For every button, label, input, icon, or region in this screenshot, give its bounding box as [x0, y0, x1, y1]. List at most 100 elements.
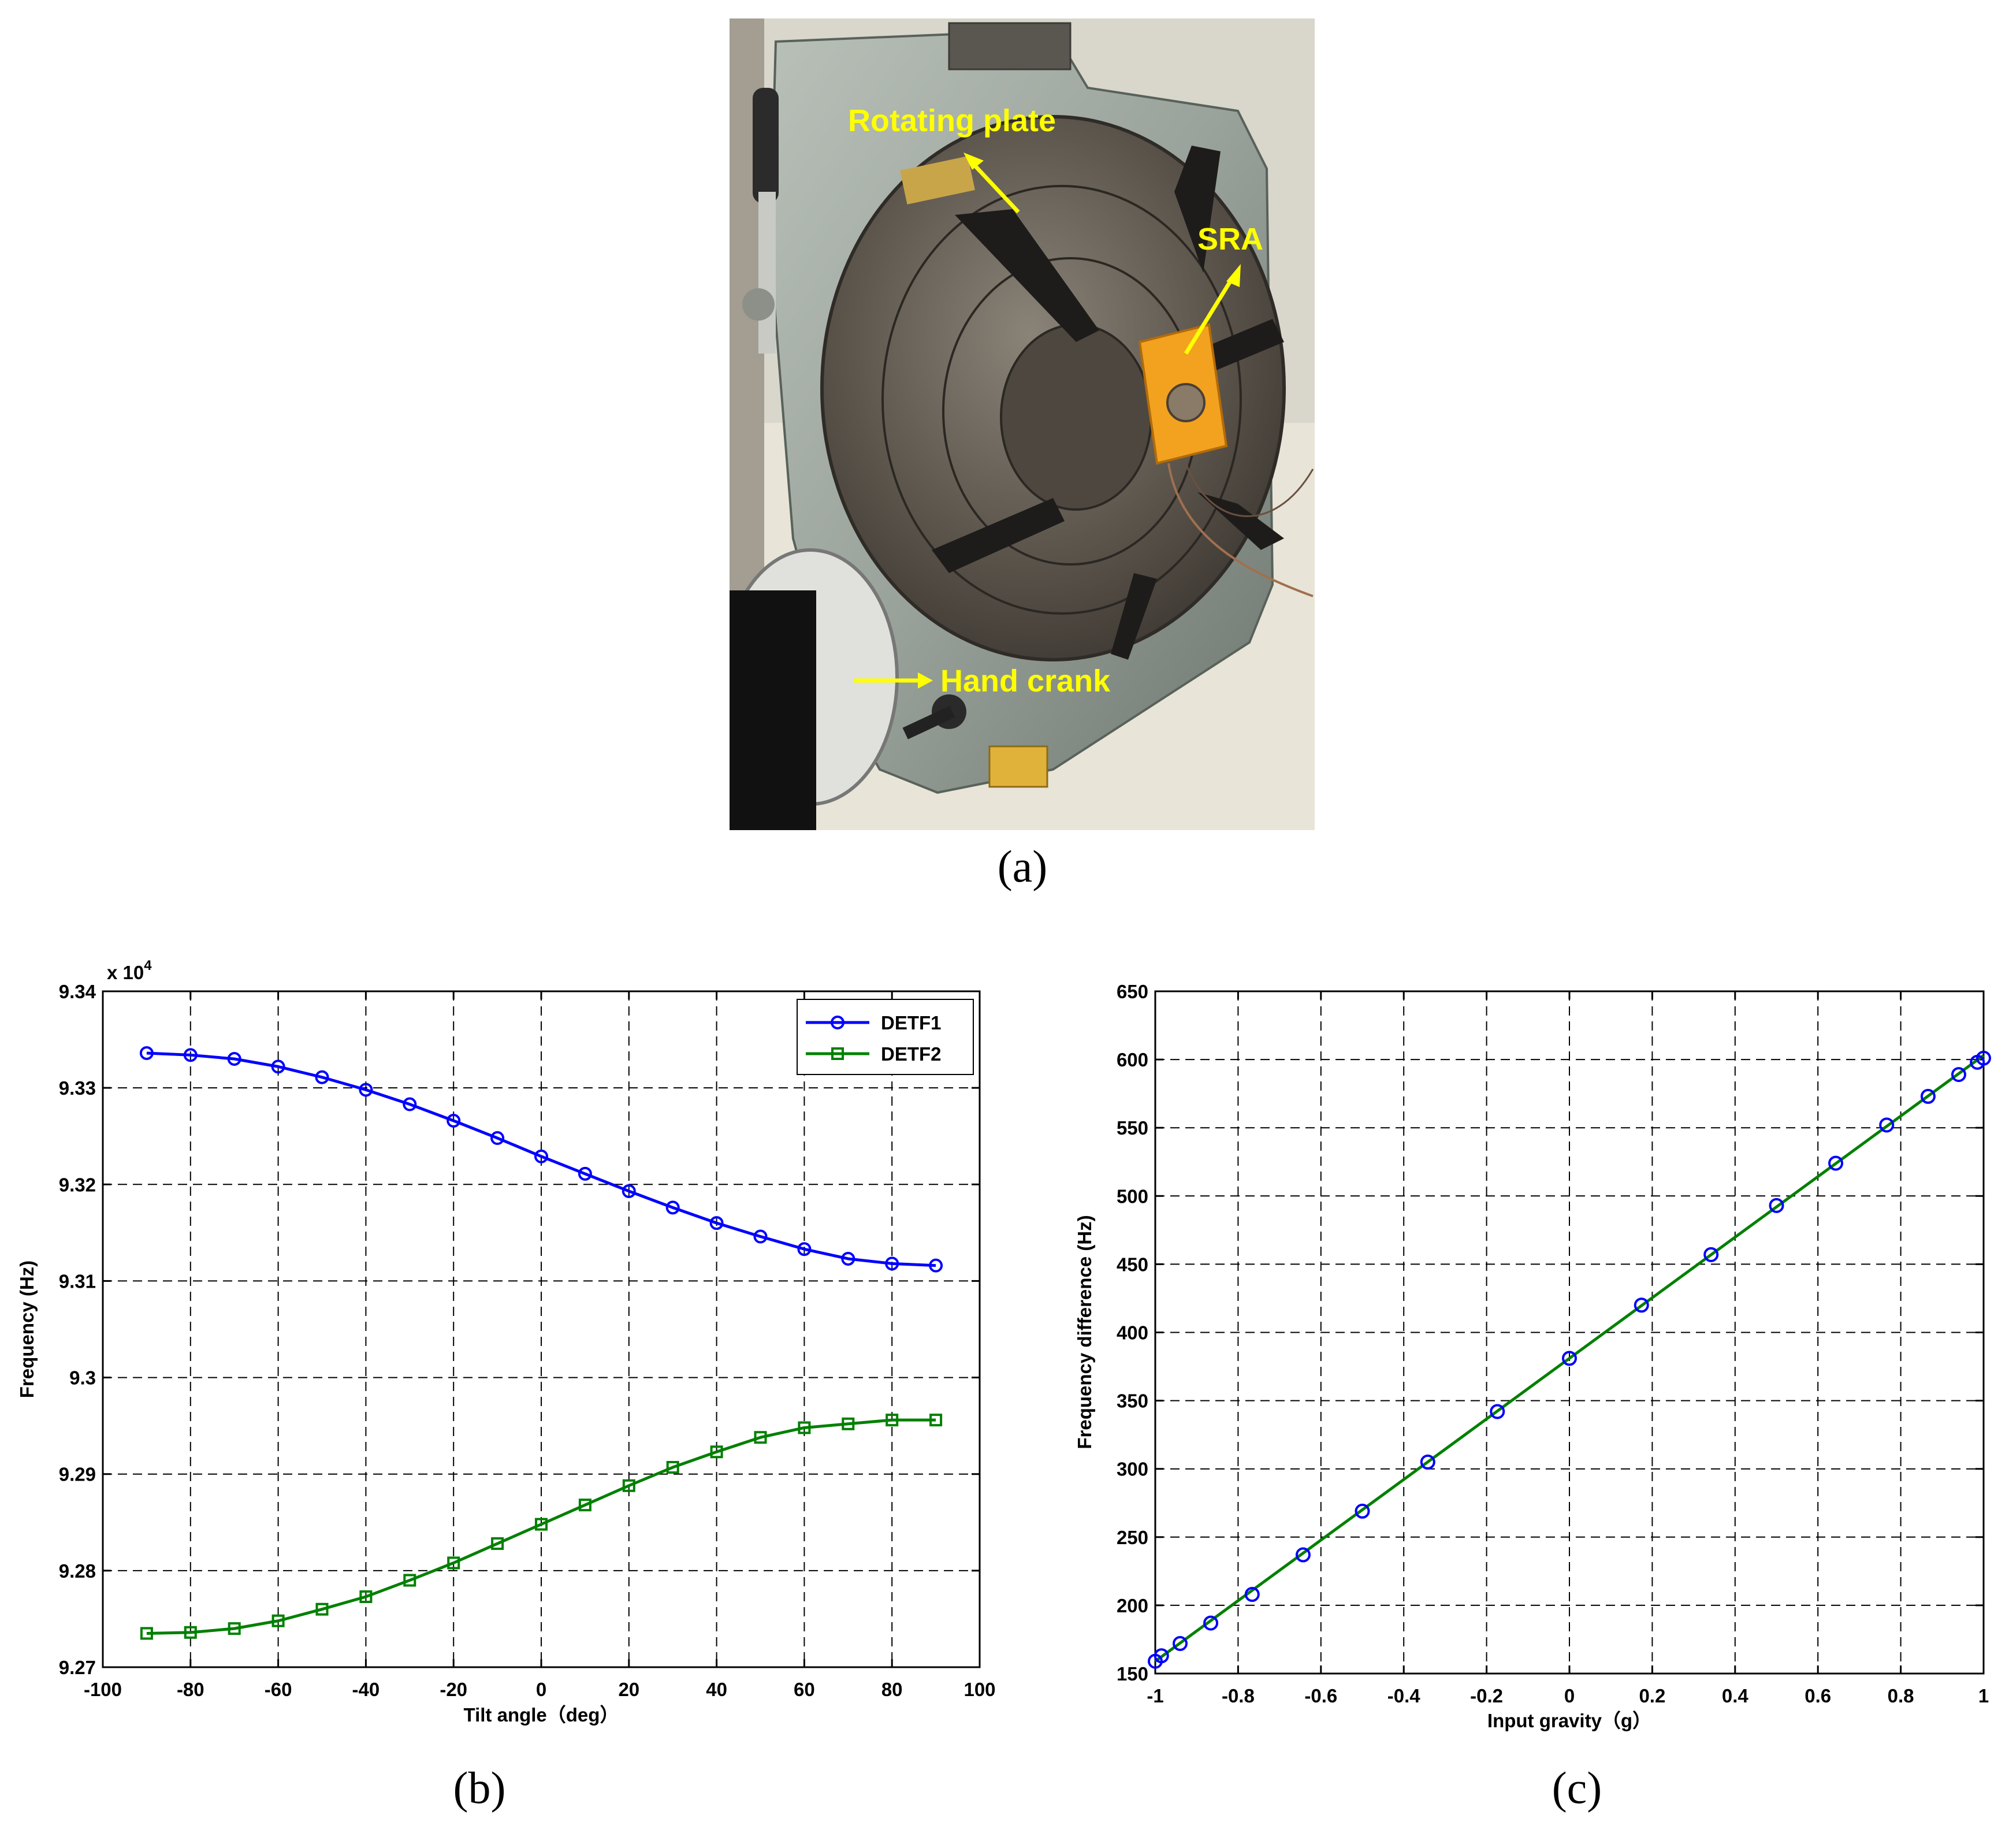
data-point-detf2: [886, 1414, 899, 1427]
plate-ring-3: [1000, 324, 1152, 511]
data-point-detf1: [139, 1046, 154, 1060]
x-tick-label: 20: [618, 1679, 639, 1700]
y-tick-label: 9.27: [59, 1657, 96, 1678]
y-tick-label: 450: [1117, 1254, 1148, 1275]
data-point-detf1: [447, 1113, 461, 1128]
data-point-detf2: [622, 1479, 635, 1492]
x-tick-label: 1: [1978, 1685, 1989, 1706]
data-point: [1420, 1454, 1435, 1470]
y-tick-label: 9.31: [59, 1270, 96, 1292]
data-point-detf1: [315, 1070, 329, 1084]
data-point-detf2: [798, 1421, 811, 1434]
data-point: [1295, 1547, 1311, 1563]
y-tick-label: 500: [1117, 1185, 1148, 1207]
chart-b-y-axis-label: Frequency (Hz): [16, 1260, 38, 1398]
x-tick-label: -100: [84, 1679, 122, 1700]
t-slot: [1174, 146, 1221, 273]
legend-box: [797, 999, 974, 1075]
y-tick-label: 200: [1117, 1595, 1148, 1616]
sra-annotation: SRA: [1184, 222, 1263, 355]
data-point-detf1: [797, 1242, 812, 1256]
plate-ring-1: [881, 185, 1242, 615]
data-point-detf1: [403, 1097, 417, 1111]
data-point: [1634, 1297, 1649, 1313]
data-point: [1173, 1636, 1188, 1652]
x-tick-label: 60: [794, 1679, 815, 1700]
t-slot: [1111, 573, 1157, 660]
y-tick-label: 9.28: [59, 1560, 96, 1582]
data-point: [1828, 1155, 1844, 1171]
sra-wires: [1185, 463, 1314, 518]
data-point-detf2: [403, 1574, 416, 1587]
lever-handle: [753, 88, 779, 203]
data-point-detf1: [490, 1131, 505, 1146]
data-point: [1490, 1404, 1505, 1419]
data-point-detf2: [184, 1626, 197, 1639]
legend-label-detf1: DETF1: [881, 1012, 942, 1033]
chart-b-y-ticks: 9.27 9.28 9.29 9.3 9.31 9.32 9.33 9.34: [59, 981, 980, 1678]
x-tick-label: -40: [352, 1679, 380, 1700]
hand-crank-handle: [902, 705, 955, 739]
y-tick-label: 300: [1117, 1459, 1148, 1480]
data-point-detf2: [315, 1602, 329, 1616]
data-point-detf2: [140, 1627, 153, 1640]
data-point-detf1: [709, 1216, 724, 1230]
data-point: [1203, 1615, 1219, 1631]
x-tick-label: 0: [1564, 1685, 1575, 1706]
data-point-detf2: [535, 1518, 548, 1531]
data-point-detf1: [753, 1229, 768, 1244]
tilt-frequency-chart: -100 -80 -60 -40 -20 0 20 40 60 80 100 9.279.289.2…: [16, 958, 996, 1726]
x-tick-label: -1: [1147, 1685, 1163, 1706]
chart-c-series-points: [1148, 1050, 1991, 1669]
series-line-detf1: [146, 1051, 936, 1267]
data-point-detf1: [622, 1184, 636, 1198]
chart-c-fit-line: [1154, 1054, 1985, 1663]
x-tick-label: -0.6: [1304, 1685, 1337, 1706]
series-line-detf2: [146, 1418, 936, 1635]
chart-c-y-ticks: 150 200 250 300 350 400 450 500 550 600 650: [1117, 981, 1984, 1685]
data-point-detf1: [271, 1059, 285, 1074]
sra-wires: [1167, 463, 1314, 597]
data-point: [1976, 1050, 1991, 1066]
legend-entry-detf2: DETF2: [806, 1043, 942, 1065]
rotating-plate-annotation: Rotating plate: [848, 103, 1056, 214]
data-point-detf2: [754, 1431, 767, 1444]
data-point-detf2: [929, 1414, 943, 1427]
x-tick-label: -20: [440, 1679, 467, 1700]
hand-crank-label: Hand crank: [940, 664, 1111, 698]
data-point-detf1: [183, 1048, 198, 1062]
data-point-detf2: [447, 1556, 460, 1570]
data-point: [1879, 1117, 1895, 1133]
fit-line: [1154, 1054, 1985, 1663]
x-tick-label: -0.4: [1387, 1685, 1421, 1706]
x-tick-label: 80: [881, 1679, 903, 1700]
x-tick-label: 0.8: [1888, 1685, 1914, 1706]
chart-b-legend: DETF1 DETF2: [797, 999, 974, 1075]
y-tick-label: 9.29: [59, 1464, 96, 1485]
data-point-detf1: [359, 1083, 373, 1097]
data-point-detf1: [534, 1149, 548, 1163]
t-slot: [1203, 319, 1284, 371]
y-tick-label: 9.32: [59, 1174, 96, 1195]
sra-label: SRA: [1197, 222, 1263, 256]
chart-b-x-axis-label: Tilt angle（deg）: [464, 1704, 619, 1726]
y-tick-label: 350: [1117, 1390, 1148, 1412]
x-tick-label: 0.4: [1722, 1685, 1749, 1706]
data-point: [1951, 1067, 1966, 1083]
data-point-detf2: [228, 1622, 241, 1635]
rotating-plate-label: Rotating plate: [848, 103, 1056, 138]
y-tick-label: 9.3: [69, 1367, 96, 1389]
x-tick-label: 0: [536, 1679, 546, 1700]
x-tick-label: 0.2: [1639, 1685, 1665, 1706]
x-tick-label: -0.8: [1222, 1685, 1255, 1706]
lever-arm: [758, 192, 776, 354]
t-slot: [1197, 492, 1284, 550]
rotary-table-photo: Rotating plate SRA Hand crank: [730, 18, 1315, 830]
nameplate: [988, 745, 1048, 788]
x-tick-label: -60: [265, 1679, 292, 1700]
chart-c-x-ticks: -1 -0.8 -0.6 -0.4 -0.2 0 0.2 0.4 0.6 0.8 1: [1147, 991, 1989, 1706]
t-slot: [932, 498, 1065, 573]
chart-b-grid: [103, 991, 980, 1667]
y-multiplier: x 104: [107, 958, 152, 983]
y-tick-label: 9.34: [59, 981, 96, 1002]
